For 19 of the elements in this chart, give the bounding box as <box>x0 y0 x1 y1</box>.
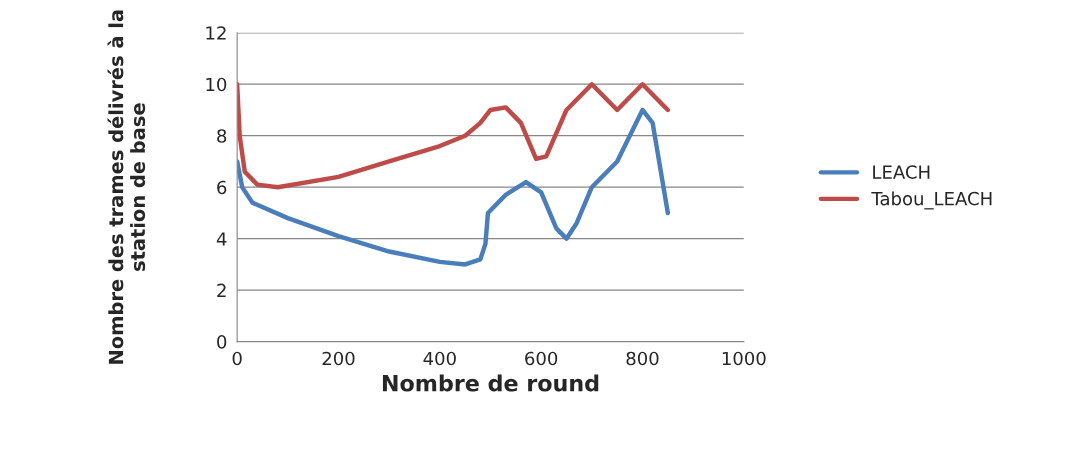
y-tick-label: 10 <box>206 77 227 92</box>
y-tick-label: 8 <box>217 129 227 143</box>
y-tick-label: 0 <box>217 335 227 349</box>
x-tick-label: 400 <box>423 351 456 366</box>
x-tick-label: 0 <box>232 351 242 366</box>
legend-label: Tabou_LEACH <box>871 191 992 210</box>
y-tick-label: 12 <box>206 26 226 40</box>
line-series <box>237 82 671 190</box>
x-tick-label: 1000 <box>722 351 766 366</box>
y-axis-title: Nombre des trames délivrés à la station de base <box>107 10 146 364</box>
x-tick-label: 200 <box>322 351 355 366</box>
x-tick-label: 800 <box>626 351 659 366</box>
y-tick-label: 4 <box>216 232 227 246</box>
y-tick-label: 6 <box>217 180 227 195</box>
legend-label: LEACH <box>873 165 930 179</box>
x-tick-label: 600 <box>525 351 558 366</box>
line-series <box>237 107 671 267</box>
x-axis-title: Nombre de round <box>382 374 599 392</box>
y-tick-label: 2 <box>217 283 226 298</box>
